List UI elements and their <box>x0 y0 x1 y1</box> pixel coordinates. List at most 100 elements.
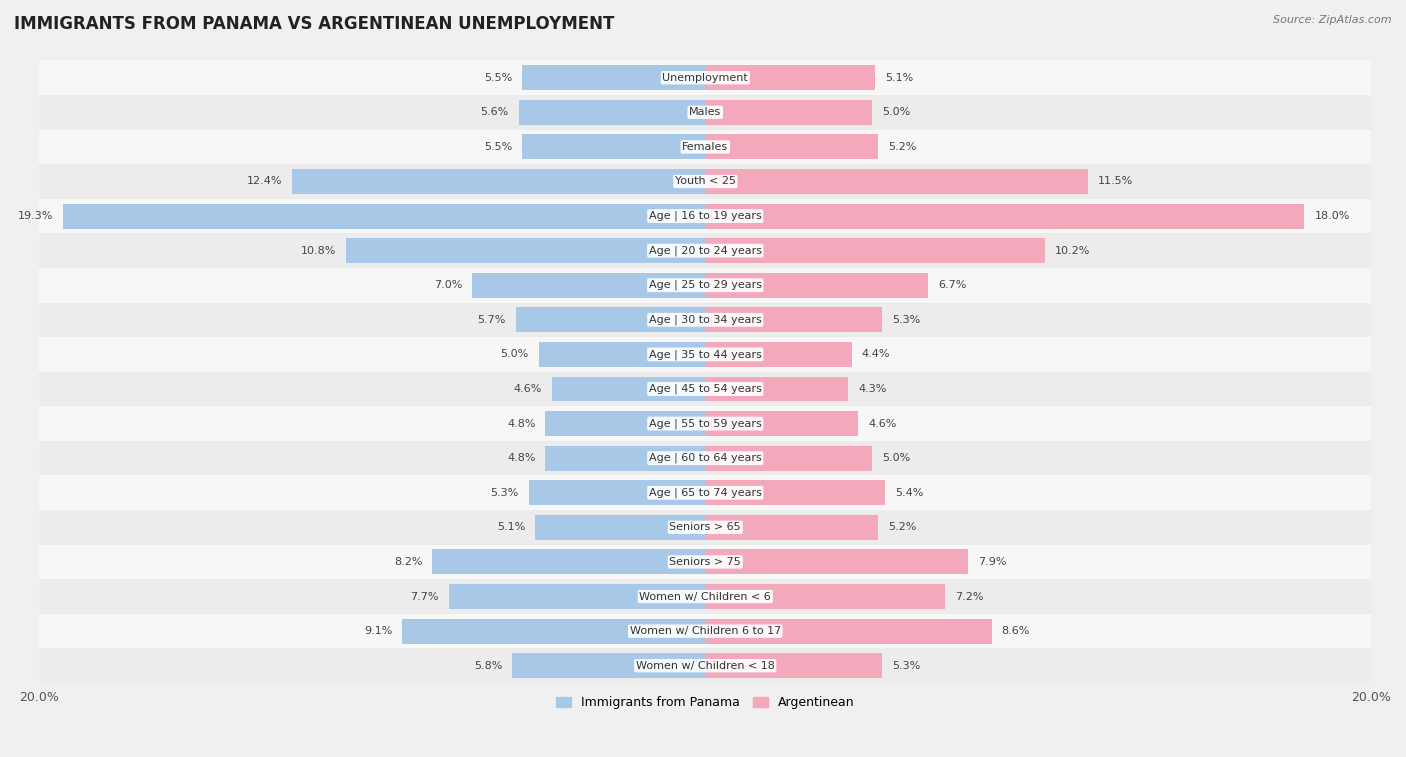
Bar <box>706 169 1088 194</box>
Bar <box>546 411 706 436</box>
Text: 6.7%: 6.7% <box>938 280 967 290</box>
Text: Unemployment: Unemployment <box>662 73 748 83</box>
Bar <box>39 544 1371 579</box>
Bar <box>706 238 1045 263</box>
Bar <box>706 307 882 332</box>
Text: Youth < 25: Youth < 25 <box>675 176 735 186</box>
Text: 4.6%: 4.6% <box>513 384 543 394</box>
Bar <box>472 273 706 298</box>
Bar <box>39 407 1371 441</box>
Bar <box>706 342 852 367</box>
Bar <box>346 238 706 263</box>
Text: 7.9%: 7.9% <box>979 557 1007 567</box>
Text: 5.4%: 5.4% <box>896 488 924 498</box>
Bar <box>706 446 872 471</box>
Text: 5.7%: 5.7% <box>477 315 506 325</box>
Bar <box>553 376 706 401</box>
Text: 4.8%: 4.8% <box>508 453 536 463</box>
Bar <box>529 480 706 505</box>
Legend: Immigrants from Panama, Argentinean: Immigrants from Panama, Argentinean <box>551 691 859 714</box>
Bar <box>706 480 884 505</box>
Bar <box>39 129 1371 164</box>
Text: Age | 55 to 59 years: Age | 55 to 59 years <box>650 419 762 428</box>
Text: 5.2%: 5.2% <box>889 142 917 152</box>
Bar <box>706 100 872 125</box>
Text: Source: ZipAtlas.com: Source: ZipAtlas.com <box>1274 15 1392 25</box>
Text: 8.6%: 8.6% <box>1001 626 1031 636</box>
Bar <box>39 303 1371 337</box>
Text: 7.0%: 7.0% <box>434 280 463 290</box>
Bar <box>706 204 1305 229</box>
Bar <box>39 649 1371 683</box>
Text: Age | 60 to 64 years: Age | 60 to 64 years <box>650 453 762 463</box>
Text: 4.3%: 4.3% <box>859 384 887 394</box>
Text: 5.3%: 5.3% <box>491 488 519 498</box>
Bar <box>39 579 1371 614</box>
Text: 10.8%: 10.8% <box>301 246 336 256</box>
Text: 5.6%: 5.6% <box>481 107 509 117</box>
Text: 7.7%: 7.7% <box>411 591 439 602</box>
Bar <box>39 61 1371 95</box>
Bar <box>39 372 1371 407</box>
Bar <box>706 376 848 401</box>
Bar <box>39 95 1371 129</box>
Text: Males: Males <box>689 107 721 117</box>
Bar <box>39 614 1371 649</box>
Text: Age | 35 to 44 years: Age | 35 to 44 years <box>648 349 762 360</box>
Bar <box>39 510 1371 544</box>
Text: Women w/ Children 6 to 17: Women w/ Children 6 to 17 <box>630 626 780 636</box>
Bar <box>706 618 991 643</box>
Text: Age | 16 to 19 years: Age | 16 to 19 years <box>650 210 762 221</box>
Text: 5.0%: 5.0% <box>501 350 529 360</box>
Text: 4.4%: 4.4% <box>862 350 890 360</box>
Text: IMMIGRANTS FROM PANAMA VS ARGENTINEAN UNEMPLOYMENT: IMMIGRANTS FROM PANAMA VS ARGENTINEAN UN… <box>14 15 614 33</box>
Bar <box>546 446 706 471</box>
Bar <box>402 618 706 643</box>
Text: 11.5%: 11.5% <box>1098 176 1133 186</box>
Bar <box>706 65 875 90</box>
Bar <box>706 135 879 159</box>
Text: 5.0%: 5.0% <box>882 453 910 463</box>
Text: 7.2%: 7.2% <box>955 591 983 602</box>
Text: Women w/ Children < 18: Women w/ Children < 18 <box>636 661 775 671</box>
Bar <box>39 268 1371 303</box>
Text: Seniors > 65: Seniors > 65 <box>669 522 741 532</box>
Bar <box>706 584 945 609</box>
Text: Seniors > 75: Seniors > 75 <box>669 557 741 567</box>
Bar <box>522 135 706 159</box>
Text: Females: Females <box>682 142 728 152</box>
Bar <box>63 204 706 229</box>
Bar <box>449 584 706 609</box>
Bar <box>512 653 706 678</box>
Text: 5.1%: 5.1% <box>884 73 914 83</box>
Text: 5.5%: 5.5% <box>484 142 512 152</box>
Text: Age | 65 to 74 years: Age | 65 to 74 years <box>648 488 762 498</box>
Bar <box>706 273 928 298</box>
Text: 5.8%: 5.8% <box>474 661 502 671</box>
Text: 19.3%: 19.3% <box>17 211 53 221</box>
Text: 5.5%: 5.5% <box>484 73 512 83</box>
Bar <box>39 199 1371 233</box>
Bar <box>706 653 882 678</box>
Text: Age | 20 to 24 years: Age | 20 to 24 years <box>648 245 762 256</box>
Bar <box>39 475 1371 510</box>
Text: 4.8%: 4.8% <box>508 419 536 428</box>
Text: 5.2%: 5.2% <box>889 522 917 532</box>
Bar <box>39 441 1371 475</box>
Bar <box>519 100 706 125</box>
Bar <box>39 233 1371 268</box>
Bar <box>706 550 969 575</box>
Bar <box>536 515 706 540</box>
Text: Women w/ Children < 6: Women w/ Children < 6 <box>640 591 770 602</box>
Text: 9.1%: 9.1% <box>364 626 392 636</box>
Text: 5.1%: 5.1% <box>498 522 526 532</box>
Text: 12.4%: 12.4% <box>247 176 283 186</box>
Text: Age | 45 to 54 years: Age | 45 to 54 years <box>648 384 762 394</box>
Text: 4.6%: 4.6% <box>869 419 897 428</box>
Bar <box>706 411 859 436</box>
Text: 5.3%: 5.3% <box>891 315 920 325</box>
Text: Age | 25 to 29 years: Age | 25 to 29 years <box>648 280 762 291</box>
Bar <box>516 307 706 332</box>
Text: 5.3%: 5.3% <box>891 661 920 671</box>
Bar <box>292 169 706 194</box>
